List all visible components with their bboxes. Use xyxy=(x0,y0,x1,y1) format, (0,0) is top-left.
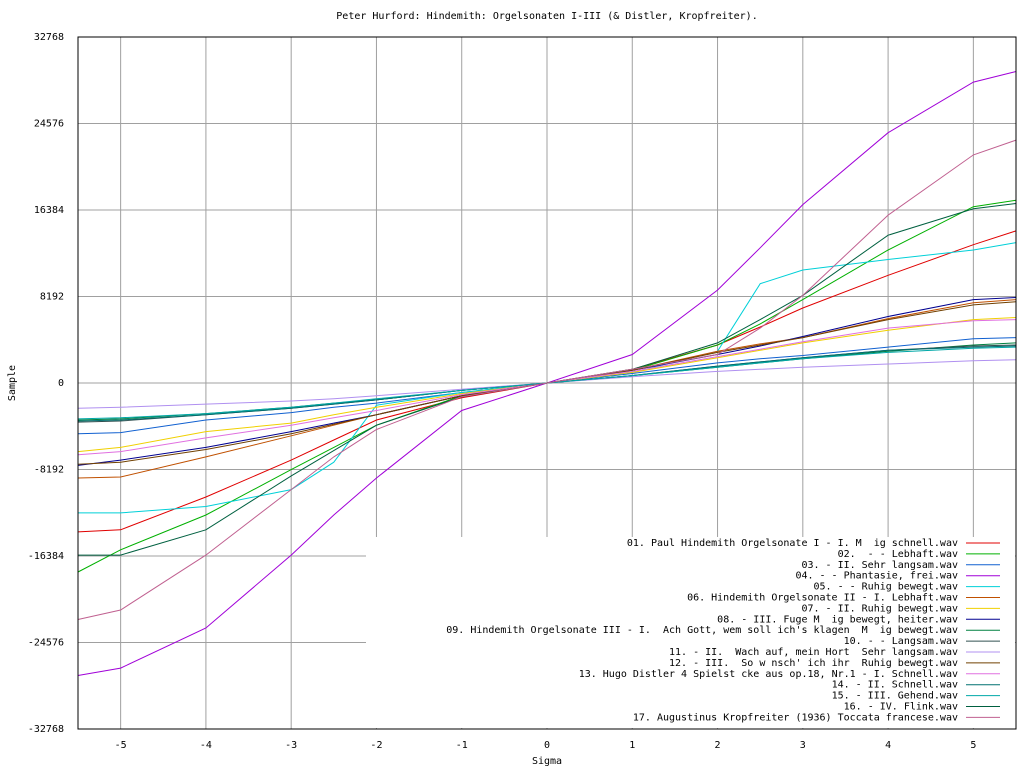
y-tick-label: -16384 xyxy=(28,551,64,562)
legend-label: 12. - III. So w nsch' ich ihr Ruhig bewe… xyxy=(669,658,958,669)
legend-label: 09. Hindemith Orgelsonate III - I. Ach G… xyxy=(446,625,958,636)
legend-label: 13. Hugo Distler 4 Spielst cke aus op.18… xyxy=(579,669,958,680)
legend-label: 10. - - Langsam.wav xyxy=(844,636,958,647)
legend-label: 16. - IV. Flink.wav xyxy=(844,702,958,713)
x-tick-label: 1 xyxy=(629,740,635,751)
x-axis-label: Sigma xyxy=(532,756,562,767)
legend-background xyxy=(366,537,1015,728)
legend-label: 17. Augustinus Kropfreiter (1936) Toccat… xyxy=(633,712,958,723)
y-tick-label: 16384 xyxy=(34,205,64,216)
legend: 01. Paul Hindemith Orgelsonate I - I. M … xyxy=(446,538,1000,723)
x-tick-label: -5 xyxy=(115,740,127,751)
y-tick-label: -8192 xyxy=(34,465,64,476)
x-tick-label: -1 xyxy=(456,740,468,751)
y-tick-label: 0 xyxy=(58,378,64,389)
plot-frame xyxy=(77,36,1017,730)
y-axis-label: Sample xyxy=(7,365,18,401)
legend-label: 05. - - Ruhig bewegt.wav xyxy=(814,582,959,593)
x-tick-label: -2 xyxy=(370,740,382,751)
legend-label: 06. Hindemith Orgelsonate II - I. Lebhaf… xyxy=(687,593,958,604)
y-tick-label: 8192 xyxy=(40,292,64,303)
legend-label: 02. - - Lebhaft.wav xyxy=(838,549,958,560)
legend-label: 03. - II. Sehr langsam.wav xyxy=(801,560,958,571)
legend-label: 07. - II. Ruhig bewegt.wav xyxy=(801,603,958,614)
y-tick-label: 24576 xyxy=(34,119,64,130)
legend-label: 14. - II. Schnell.wav xyxy=(832,680,958,691)
x-tick-label: 2 xyxy=(715,740,721,751)
legend-label: 04. - - Phantasie, frei.wav xyxy=(795,571,958,582)
lines xyxy=(77,71,1017,676)
legend-label: 11. - II. Wach auf, mein Hort Sehr langs… xyxy=(669,647,958,658)
x-tick-label: 3 xyxy=(800,740,806,751)
y-tick-label: -32768 xyxy=(28,724,64,735)
legend-label: 01. Paul Hindemith Orgelsonate I - I. M … xyxy=(627,538,958,549)
x-tick-label: 5 xyxy=(970,740,976,751)
y-tick-label: 32768 xyxy=(34,32,64,43)
legend-label: 15. - III. Gehend.wav xyxy=(832,691,958,702)
x-tick-label: -4 xyxy=(200,740,212,751)
x-tick-label: -3 xyxy=(285,740,297,751)
series-line xyxy=(77,139,1017,620)
chart-title: Peter Hurford: Hindemith: Orgelsonaten I… xyxy=(336,11,757,22)
x-tick-label: 0 xyxy=(544,740,550,751)
x-tick-label: 4 xyxy=(885,740,891,751)
y-tick-label: -24576 xyxy=(28,638,64,649)
legend-label: 08. - III. Fuge M ig bewegt, heiter.wav xyxy=(717,614,958,625)
